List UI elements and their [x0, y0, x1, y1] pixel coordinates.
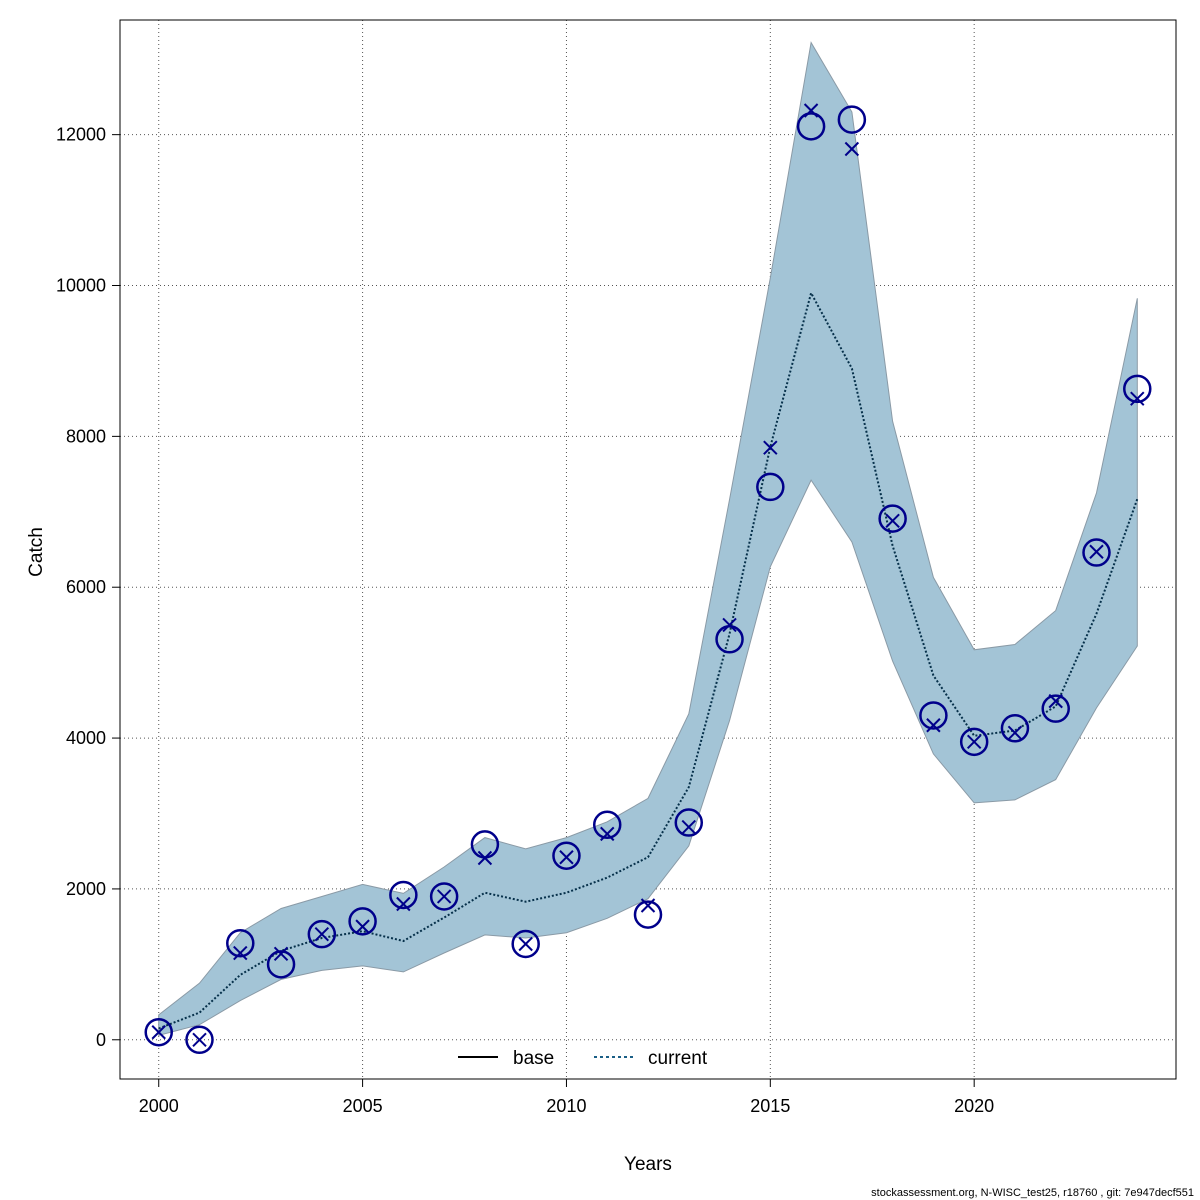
y-tick-label: 2000	[66, 879, 106, 899]
observed-point	[633, 900, 663, 929]
predicted-point	[355, 919, 370, 934]
predicted-point	[600, 826, 615, 842]
x-tick-label: 2010	[546, 1096, 586, 1116]
legend-base-label: base	[513, 1048, 554, 1069]
x-tick-label: 2005	[343, 1096, 383, 1116]
observed-point	[307, 919, 337, 949]
observed-point	[1000, 714, 1030, 743]
observed-point	[756, 472, 785, 502]
predicted-point	[966, 734, 982, 750]
current-series-line	[158, 290, 1139, 1030]
predicted-point	[926, 718, 941, 733]
predicted-point-stroke	[1130, 391, 1145, 406]
predicted-point-stroke	[1048, 693, 1063, 709]
x-tick-label: 2015	[750, 1096, 790, 1116]
predicted-point-stroke	[559, 850, 574, 865]
current-line	[158, 290, 1139, 1030]
predicted-point-stroke	[722, 617, 737, 633]
x-axis-title: Years	[624, 1154, 672, 1175]
observed-point	[919, 701, 948, 730]
predicted-point-stroke	[600, 826, 615, 842]
observed-point	[389, 880, 418, 910]
y-tick-label: 12000	[56, 125, 106, 145]
predicted-point	[436, 889, 452, 904]
predicted-point-stroke	[966, 734, 982, 750]
predicted-point	[640, 898, 656, 913]
x-tick-label: 2020	[954, 1096, 994, 1116]
predicted-point	[233, 945, 248, 961]
predicted-point-stroke	[681, 819, 696, 835]
observed-point	[1041, 694, 1070, 723]
grid	[120, 20, 1176, 1079]
predicted-point-stroke	[151, 1025, 166, 1040]
y-tick-label: 10000	[56, 276, 106, 296]
predicted-point	[559, 850, 574, 865]
observed-point	[185, 1025, 214, 1055]
observed-point	[674, 808, 704, 837]
predicted-point	[763, 440, 778, 455]
plot-frame	[119, 19, 1177, 1080]
y-axis-title: Catch	[26, 527, 47, 577]
observed-point	[1082, 538, 1111, 567]
predicted-point	[722, 617, 737, 633]
observed-point	[796, 112, 826, 141]
observed-point	[592, 810, 622, 840]
observed-point	[1123, 374, 1152, 404]
observed-point	[266, 950, 296, 979]
footer-text: stockassessment.org, N-WISC_test25, r187…	[871, 1187, 1194, 1199]
predicted-point	[681, 819, 696, 835]
predicted-point-stroke	[640, 898, 656, 913]
predicted-point	[1048, 693, 1063, 709]
y-tick-label: 6000	[66, 577, 106, 597]
predicted-point-stroke	[803, 103, 819, 118]
predicted-point	[477, 850, 493, 866]
observed-point	[878, 504, 907, 533]
predicted-point	[885, 513, 900, 529]
axes: 2000 2005 2010 2015 2020 0 2000 4000 6000 8000 100…	[56, 125, 994, 1116]
legend: base current	[458, 1048, 708, 1069]
predicted-point	[1089, 544, 1104, 559]
predicted-point-stroke	[273, 946, 289, 961]
predicted-point-stroke	[926, 718, 941, 733]
predicted-point	[314, 926, 330, 942]
legend-current-label: current	[648, 1048, 708, 1069]
observed-point	[959, 727, 989, 757]
predicted-point-stroke	[314, 926, 330, 942]
predicted-point-stroke	[396, 896, 411, 912]
observed-point	[429, 882, 459, 911]
observed-point	[226, 928, 255, 958]
predicted-point	[192, 1032, 207, 1047]
y-tick-label: 8000	[66, 426, 106, 446]
predicted-point	[1130, 391, 1145, 406]
data-points	[144, 103, 1152, 1055]
predicted-point	[518, 936, 533, 952]
observed-point	[837, 105, 867, 134]
predicted-point-stroke	[1007, 725, 1023, 740]
predicted-point-stroke	[477, 850, 493, 866]
predicted-point	[844, 141, 860, 157]
predicted-point-stroke	[844, 141, 860, 157]
observed-point	[511, 929, 540, 959]
predicted-point	[396, 896, 411, 912]
observed-point	[144, 1017, 173, 1047]
predicted-point	[803, 103, 819, 118]
predicted-point-stroke	[518, 936, 533, 952]
x-tick-label: 2000	[139, 1096, 179, 1116]
predicted-point-stroke	[355, 919, 370, 934]
predicted-point-stroke	[436, 889, 452, 904]
predicted-point-stroke	[763, 440, 778, 455]
predicted-point-stroke	[885, 513, 900, 529]
observed-point	[348, 907, 377, 936]
predicted-point-stroke	[1089, 544, 1104, 559]
observed-point	[552, 841, 581, 870]
predicted-point	[273, 946, 289, 961]
predicted-point-stroke	[233, 945, 248, 961]
predicted-point-stroke	[192, 1032, 207, 1047]
predicted-point	[1007, 725, 1023, 740]
y-tick-label: 0	[96, 1030, 106, 1050]
y-tick-label: 4000	[66, 728, 106, 748]
predicted-point	[151, 1025, 166, 1040]
